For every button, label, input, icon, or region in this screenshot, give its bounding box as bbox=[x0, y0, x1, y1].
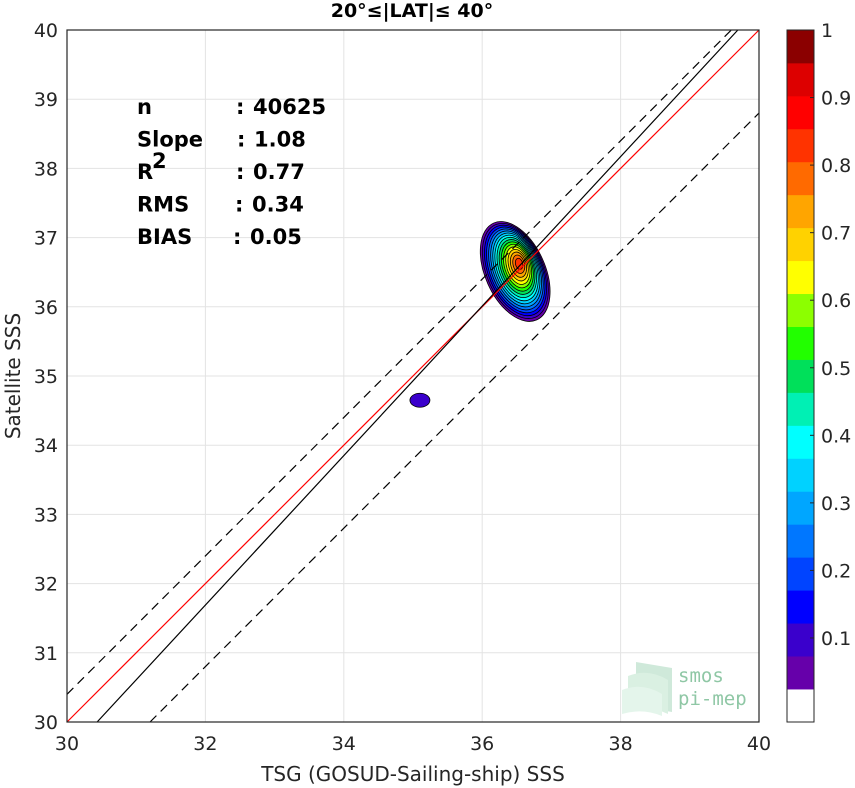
stat-label: R bbox=[137, 160, 153, 184]
x-axis-label: TSG (GOSUD-Sailing-ship) SSS bbox=[260, 762, 565, 786]
colorbar-tick-label: 0.4 bbox=[821, 425, 851, 447]
x-tick-label: 40 bbox=[747, 733, 771, 755]
colorbar-segment bbox=[787, 194, 814, 229]
stat-value: 40625 bbox=[253, 95, 326, 119]
stat-value: 0.77 bbox=[253, 160, 305, 184]
fit-lines bbox=[66, 29, 760, 723]
colorbar-tick-label: 0.8 bbox=[821, 155, 851, 177]
colorbar-segment bbox=[787, 227, 814, 262]
y-tick-label: 34 bbox=[34, 435, 58, 457]
colorbar-segment bbox=[787, 30, 814, 64]
colorbar-segment bbox=[787, 293, 814, 327]
stat-label: n bbox=[137, 95, 152, 119]
logo-waves-icon bbox=[622, 662, 672, 716]
stat-separator: : bbox=[237, 128, 245, 152]
logo-line2: pi-mep bbox=[678, 688, 747, 710]
logo-line1: smos bbox=[678, 665, 724, 687]
colorbar-segment bbox=[787, 62, 814, 97]
stats-box: n: 40625 Slope: 1.08 R2: 0.77 RMS: 0.34 BIAS… bbox=[137, 95, 326, 249]
colorbar-frame bbox=[786, 29, 815, 723]
colorbar-tick-label: 0.1 bbox=[821, 628, 851, 650]
colorbar-tick-label: 0.9 bbox=[821, 88, 851, 110]
x-axis-ticks: 30 32 34 36 38 40 bbox=[55, 733, 771, 755]
colorbar-segment bbox=[787, 260, 814, 295]
stat-separator: : bbox=[236, 95, 244, 119]
upper-bound-line bbox=[66, 29, 732, 695]
y-tick-label: 33 bbox=[34, 504, 58, 526]
colorbar-segment bbox=[787, 326, 814, 360]
colorbar-segment bbox=[787, 524, 814, 558]
y-axis-label: Satellite SSS bbox=[1, 313, 25, 439]
y-tick-label: 32 bbox=[34, 574, 58, 596]
plot-frame bbox=[66, 29, 760, 723]
colorbar bbox=[786, 29, 815, 723]
colorbar-tick-label: 0.2 bbox=[821, 560, 851, 582]
x-tick-label: 38 bbox=[609, 733, 633, 755]
stat-label: Slope bbox=[137, 128, 203, 152]
colorbar-segment bbox=[787, 557, 814, 591]
y-tick-label: 31 bbox=[34, 643, 58, 665]
colorbar-segment bbox=[787, 392, 814, 426]
stat-label: RMS bbox=[137, 193, 189, 217]
colorbar-tick-label: 0.6 bbox=[821, 290, 851, 312]
plot-area bbox=[66, 29, 760, 723]
colorbar-segment bbox=[787, 425, 814, 459]
one-to-one-line bbox=[66, 29, 760, 723]
secondary-density-cluster bbox=[409, 392, 431, 408]
stat-separator: : bbox=[235, 193, 243, 217]
x-tick-label: 30 bbox=[55, 733, 79, 755]
regression-line bbox=[96, 29, 739, 723]
colorbar-ticks: 0.1 0.2 0.3 0.4 0.5 0.6 0.7 0.8 0.9 1 bbox=[810, 20, 851, 650]
lower-bound-line bbox=[149, 112, 760, 723]
y-tick-label: 36 bbox=[34, 297, 58, 319]
y-tick-label: 30 bbox=[34, 712, 58, 734]
colorbar-tick-label: 0.7 bbox=[821, 223, 851, 245]
x-tick-label: 36 bbox=[470, 733, 494, 755]
stat-value: 0.34 bbox=[252, 193, 304, 217]
stat-label: BIAS bbox=[137, 225, 192, 249]
colorbar-segment bbox=[787, 491, 814, 525]
x-tick-label: 34 bbox=[332, 733, 356, 755]
x-tick-label: 32 bbox=[193, 733, 217, 755]
colorbar-segment bbox=[787, 689, 814, 723]
colorbar-segment bbox=[787, 161, 814, 196]
grid bbox=[66, 29, 760, 723]
colorbar-tick-label: 0.3 bbox=[821, 493, 851, 515]
stat-separator: : bbox=[236, 160, 244, 184]
colorbar-segment bbox=[787, 656, 814, 690]
y-tick-label: 38 bbox=[34, 158, 58, 180]
colorbar-segment bbox=[787, 458, 814, 492]
y-tick-label: 39 bbox=[34, 89, 58, 111]
stat-value: 1.08 bbox=[254, 128, 306, 152]
stat-value: 0.05 bbox=[250, 225, 302, 249]
colorbar-tick-label: 1 bbox=[821, 20, 833, 42]
colorbar-segment bbox=[787, 359, 814, 393]
y-tick-label: 40 bbox=[34, 20, 58, 42]
colorbar-segment bbox=[787, 95, 814, 130]
smos-logo: smos pi-mep bbox=[622, 662, 747, 716]
y-tick-label: 35 bbox=[34, 366, 58, 388]
y-axis-ticks: 30 31 32 33 34 35 36 37 38 39 40 bbox=[34, 20, 58, 734]
y-tick-label: 37 bbox=[34, 228, 58, 250]
colorbar-segment bbox=[787, 590, 814, 624]
stat-label-superscript: 2 bbox=[152, 149, 167, 173]
colorbar-tick-label: 0.5 bbox=[821, 358, 851, 380]
colorbar-segment bbox=[787, 623, 814, 657]
colorbar-segment bbox=[787, 128, 814, 163]
chart-title: 20°≤|LAT|≤ 40° bbox=[331, 0, 494, 22]
stat-separator: : bbox=[233, 225, 241, 249]
